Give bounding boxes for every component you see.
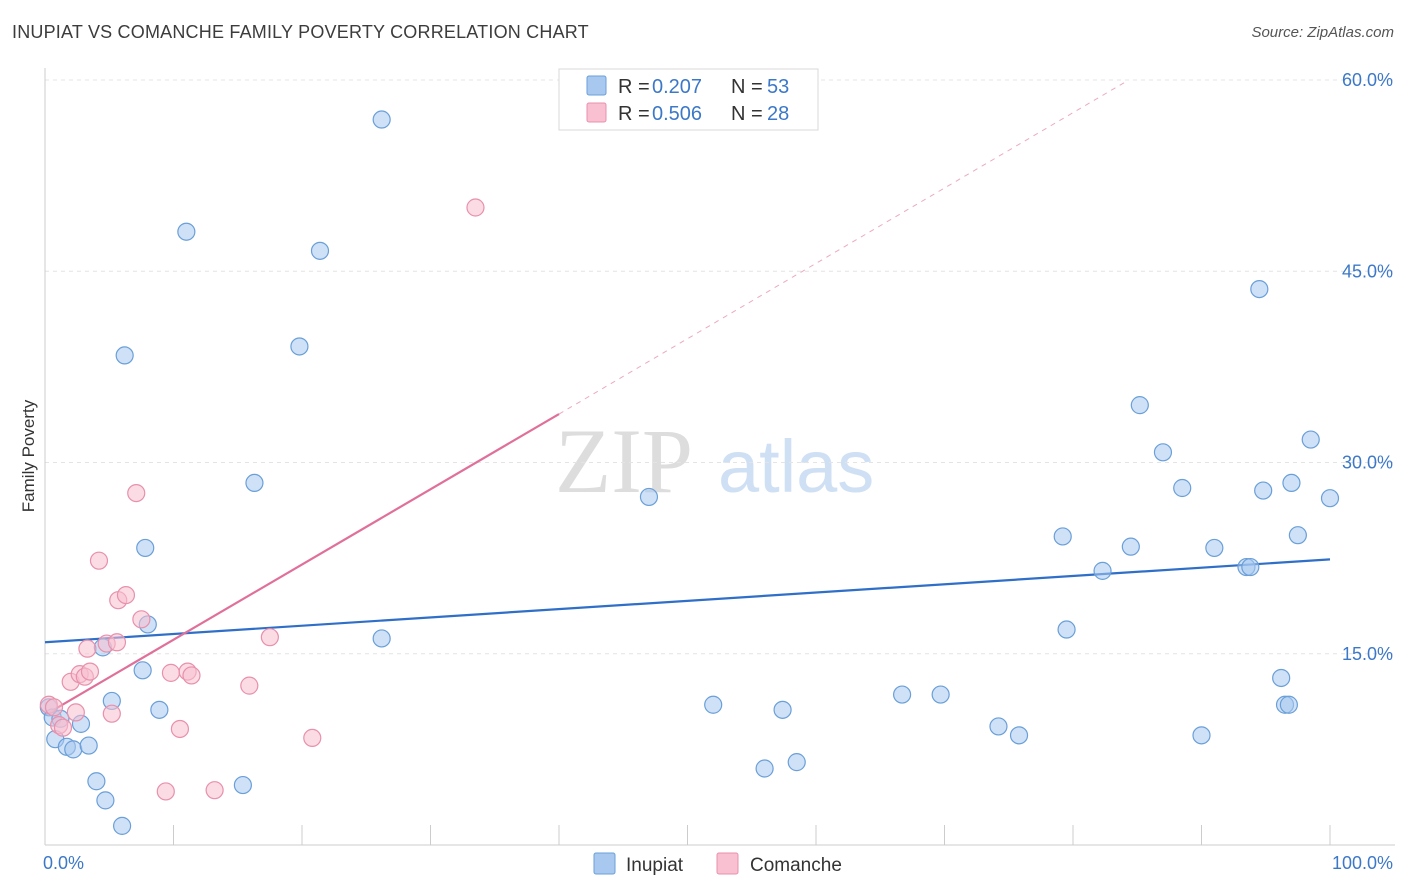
- legend-swatch-inupiat: [586, 75, 607, 96]
- point-inupiat-13: [133, 661, 152, 680]
- point-comanche-5: [66, 703, 85, 722]
- point-inupiat-29: [787, 753, 806, 772]
- point-comanche-17: [132, 610, 151, 629]
- point-inupiat-41: [1192, 726, 1211, 745]
- bottom-legend-swatch-comanche: [716, 852, 739, 875]
- point-comanche-19: [161, 663, 181, 682]
- chart-title: INUPIAT VS COMANCHE FAMILY POVERTY CORRE…: [12, 22, 589, 42]
- point-inupiat-35: [1057, 620, 1076, 639]
- point-inupiat-17: [115, 346, 134, 365]
- bottom-legend-swatch-inupiat: [593, 852, 616, 875]
- trend-line-inupiat: [44, 558, 1331, 644]
- trend-lines: [44, 82, 1331, 716]
- point-comanche-23: [205, 781, 224, 800]
- point-inupiat-27: [755, 759, 774, 778]
- point-inupiat-24: [372, 110, 391, 129]
- point-comanche-27: [466, 198, 485, 217]
- point-comanche-1: [44, 698, 64, 717]
- point-comanche-12: [102, 704, 121, 723]
- point-comanche-15: [116, 585, 136, 605]
- point-inupiat-38: [1130, 396, 1149, 415]
- point-comanche-3: [53, 718, 73, 737]
- x-tick-label-max: 100.0%: [1332, 853, 1393, 873]
- watermark-atlas: atlas: [718, 425, 874, 508]
- point-inupiat-21: [290, 337, 309, 356]
- point-inupiat-34: [1053, 527, 1072, 546]
- chart-source: Source: ZipAtlas.com: [1251, 24, 1394, 41]
- point-comanche-24: [240, 676, 259, 695]
- point-comanche-26: [303, 728, 322, 748]
- point-inupiat-23: [372, 629, 391, 648]
- point-inupiat-30: [892, 685, 912, 704]
- point-inupiat-42: [1205, 538, 1224, 558]
- y-tick-label-15: 15.0%: [1342, 644, 1393, 664]
- point-comanche-18: [156, 782, 175, 801]
- legend-box: R = 0.207 N = 53 R = 0.506 N = 28: [558, 68, 819, 131]
- point-comanche-8: [80, 662, 100, 681]
- point-inupiat-52: [1301, 430, 1320, 449]
- point-inupiat-44: [1241, 557, 1260, 577]
- point-inupiat-16: [150, 700, 169, 719]
- point-inupiat-25: [639, 487, 659, 507]
- y-tick-label-60: 60.0%: [1342, 70, 1393, 90]
- bottom-legend-label-inupiat: Inupiat: [626, 855, 684, 876]
- data-points: [39, 110, 1340, 835]
- point-inupiat-40: [1173, 478, 1192, 498]
- point-inupiat-39: [1153, 443, 1173, 462]
- point-inupiat-33: [1009, 726, 1029, 745]
- point-comanche-10: [89, 551, 109, 570]
- point-inupiat-6: [79, 736, 98, 755]
- point-inupiat-18: [177, 222, 196, 241]
- trend-line-extension-comanche: [558, 82, 1125, 415]
- point-inupiat-8: [87, 772, 106, 791]
- legend-n-value-comanche: 28: [767, 103, 789, 125]
- point-inupiat-50: [1282, 473, 1301, 492]
- point-inupiat-36: [1093, 561, 1112, 580]
- point-comanche-13: [107, 633, 127, 652]
- x-tick-label-min: 0.0%: [43, 853, 84, 873]
- point-inupiat-37: [1121, 537, 1140, 556]
- y-tick-labels: 15.0% 30.0% 45.0% 60.0%: [1342, 70, 1393, 664]
- watermark-zip: ZIP: [555, 410, 693, 512]
- y-axis-title: Family Poverty: [19, 399, 38, 512]
- legend-r-label-inupiat: R =: [618, 76, 650, 98]
- point-inupiat-45: [1250, 280, 1269, 299]
- point-inupiat-10: [112, 816, 132, 835]
- point-inupiat-49: [1279, 695, 1298, 714]
- point-inupiat-19: [233, 775, 252, 795]
- point-inupiat-9: [96, 791, 115, 810]
- point-inupiat-28: [773, 700, 792, 719]
- point-inupiat-31: [931, 685, 950, 704]
- legend-r-value-comanche: 0.506: [652, 103, 702, 125]
- point-inupiat-47: [1272, 668, 1291, 688]
- point-inupiat-20: [245, 473, 264, 492]
- bottom-legend-label-comanche: Comanche: [750, 855, 842, 876]
- legend-n-label-inupiat: N =: [731, 76, 763, 98]
- y-tick-label-45: 45.0%: [1342, 261, 1393, 281]
- legend-n-label-comanche: N =: [731, 103, 763, 125]
- point-comanche-16: [127, 484, 146, 503]
- bottom-legend: Inupiat Comanche: [593, 852, 842, 876]
- point-comanche-22: [182, 666, 201, 685]
- legend-n-value-inupiat: 53: [767, 76, 789, 98]
- x-tick-labels: 0.0% 100.0%: [43, 853, 1393, 873]
- point-comanche-9: [78, 639, 97, 658]
- point-inupiat-51: [1288, 526, 1307, 545]
- point-comanche-25: [260, 628, 279, 647]
- point-inupiat-5: [64, 740, 83, 759]
- legend-swatch-comanche: [586, 102, 607, 123]
- point-inupiat-32: [989, 717, 1008, 736]
- point-comanche-20: [170, 719, 190, 739]
- point-inupiat-53: [1320, 489, 1340, 508]
- trend-line-comanche: [44, 413, 560, 716]
- point-inupiat-46: [1254, 481, 1273, 500]
- legend-r-value-inupiat: 0.207: [652, 76, 702, 98]
- point-inupiat-22: [310, 241, 330, 260]
- point-inupiat-26: [704, 695, 723, 714]
- point-inupiat-15: [136, 538, 155, 558]
- legend-r-label-comanche: R =: [618, 103, 650, 125]
- y-tick-label-30: 30.0%: [1342, 453, 1393, 473]
